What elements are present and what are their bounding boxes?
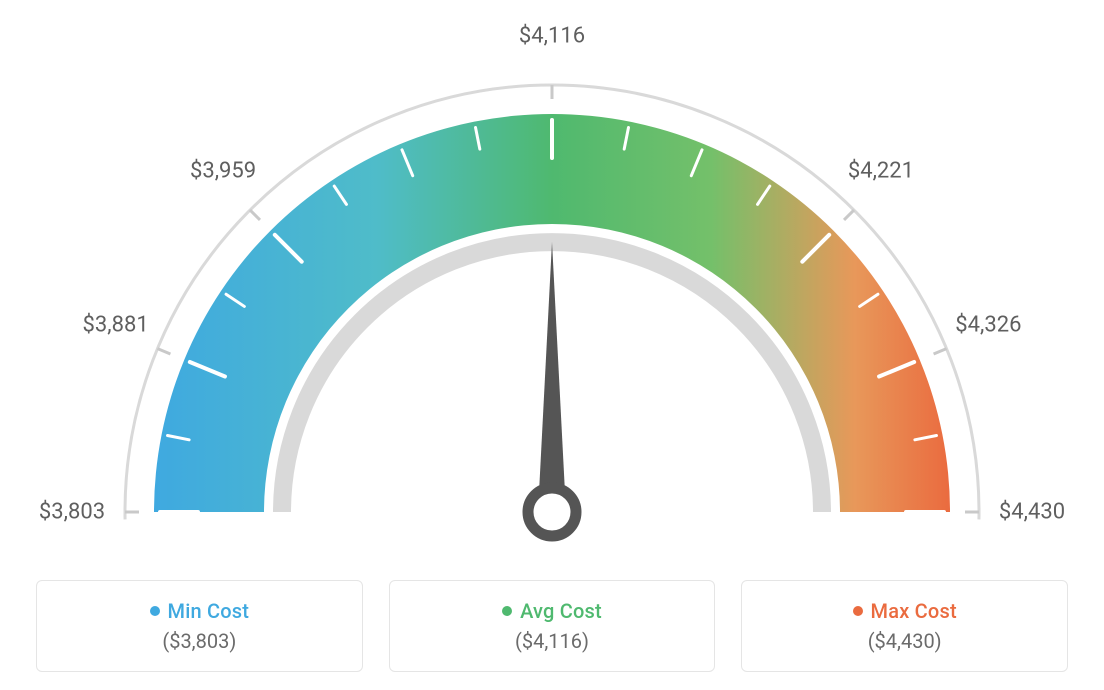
legend-title-max: Max Cost <box>853 599 957 623</box>
gauge-tick-label: $3,803 <box>39 500 105 525</box>
gauge-tick-label: $4,430 <box>999 500 1065 525</box>
cost-gauge: $3,803 $3,881 $3,959 $4,116 $4,221 $4,326 $4,4… <box>0 0 1104 560</box>
dot-icon <box>853 606 863 616</box>
legend-title-min: Min Cost <box>150 599 250 623</box>
gauge-tick-label: $3,881 <box>83 312 149 337</box>
legend-title-text: Min Cost <box>168 599 250 623</box>
legend-card-max: Max Cost ($4,430) <box>741 580 1068 672</box>
gauge-tick-label: $4,221 <box>848 159 914 184</box>
gauge-svg <box>0 0 1104 560</box>
legend-title-text: Avg Cost <box>520 599 602 623</box>
gauge-tick-label: $4,326 <box>955 312 1021 337</box>
legend-title-avg: Avg Cost <box>502 599 602 623</box>
dot-icon <box>150 606 160 616</box>
legend-card-avg: Avg Cost ($4,116) <box>389 580 716 672</box>
legend-title-text: Max Cost <box>871 599 957 623</box>
legend-value-avg: ($4,116) <box>515 629 589 653</box>
legend-row: Min Cost ($3,803) Avg Cost ($4,116) Max … <box>0 580 1104 672</box>
gauge-tick-label: $3,959 <box>190 159 256 184</box>
legend-value-max: ($4,430) <box>868 629 942 653</box>
gauge-tick-label: $4,116 <box>519 24 585 49</box>
legend-card-min: Min Cost ($3,803) <box>36 580 363 672</box>
legend-value-min: ($3,803) <box>162 629 236 653</box>
dot-icon <box>502 606 512 616</box>
